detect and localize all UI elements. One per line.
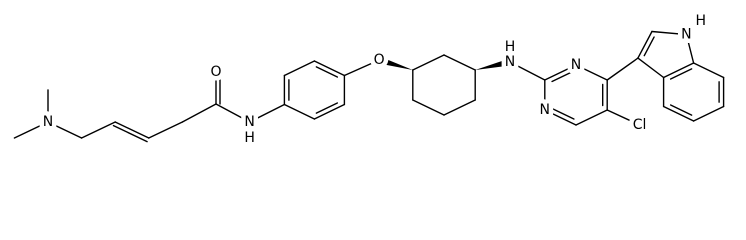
double-bond <box>315 102 339 114</box>
bond <box>80 121 116 139</box>
bond <box>637 30 653 59</box>
bond <box>313 103 346 120</box>
double-bond <box>551 70 575 83</box>
atom-label: N <box>540 102 550 118</box>
wedge-bond <box>475 58 511 70</box>
atom-label: N <box>43 114 53 130</box>
bond <box>544 64 577 81</box>
bond <box>662 62 695 79</box>
bond <box>248 103 286 123</box>
double-bond <box>669 104 693 116</box>
atom-label: N <box>244 114 254 130</box>
bond <box>662 105 695 122</box>
bond <box>412 54 445 71</box>
atom-label: O <box>210 64 221 80</box>
bond <box>215 103 251 123</box>
atom-label: O <box>374 52 385 68</box>
double-bond <box>643 36 655 57</box>
bond <box>685 33 695 64</box>
bond <box>181 103 217 123</box>
bond <box>575 109 608 126</box>
double-bond <box>551 107 575 120</box>
bond <box>283 103 316 120</box>
bond <box>313 60 346 77</box>
atom-label: N <box>571 57 581 73</box>
double-bond <box>669 68 693 80</box>
bond <box>148 121 184 139</box>
bond <box>651 30 688 36</box>
bond <box>443 99 476 116</box>
atom-label: H <box>505 39 516 55</box>
atom-label: Cl <box>633 117 647 133</box>
atom-label: N <box>505 54 515 70</box>
bond <box>47 121 83 139</box>
atom-label: H <box>696 13 707 29</box>
bond <box>283 60 316 77</box>
bond <box>509 61 546 81</box>
bond <box>412 99 445 116</box>
double-bond <box>112 124 148 143</box>
bond <box>544 109 577 126</box>
bond <box>443 54 476 71</box>
bond <box>692 62 725 79</box>
bond <box>606 109 641 126</box>
double-bond <box>315 66 339 78</box>
bond <box>13 121 49 139</box>
bond <box>343 59 380 77</box>
bond <box>114 121 150 139</box>
wedge-bond <box>378 56 413 70</box>
bond <box>637 57 665 79</box>
atom-label: N <box>681 27 691 43</box>
bond <box>692 105 725 122</box>
bond <box>606 57 639 81</box>
atom-label: H <box>244 130 255 146</box>
bond <box>575 64 608 81</box>
